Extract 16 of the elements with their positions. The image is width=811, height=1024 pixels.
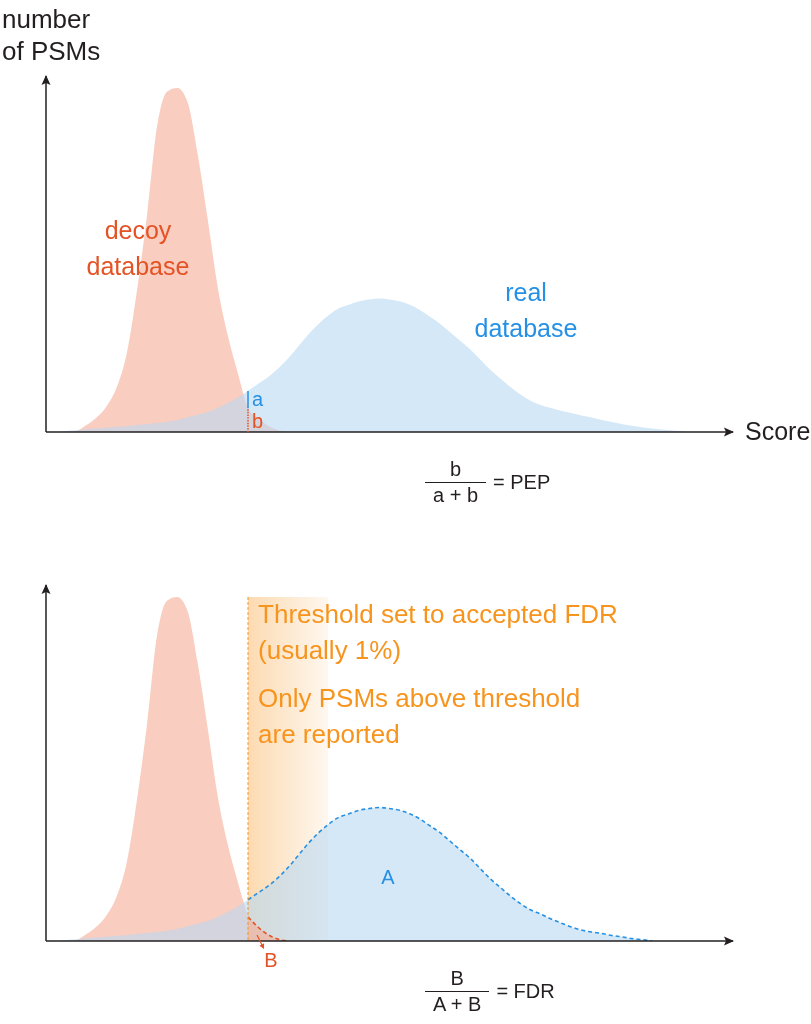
text: A + B xyxy=(425,991,490,1017)
annotation: Only PSMs above threshold are reported xyxy=(258,682,582,751)
legend-label: B xyxy=(264,949,278,971)
x-axis-title: Score xyxy=(745,417,811,446)
text: = PEP xyxy=(493,471,551,494)
text: B xyxy=(449,966,465,991)
annotation: a xyxy=(252,387,264,410)
text: a + b xyxy=(425,482,487,508)
series-label: real database xyxy=(473,277,579,344)
series-label: A xyxy=(381,866,395,888)
text: = FDR xyxy=(496,980,555,1003)
text: b xyxy=(448,457,463,482)
annotation: Threshold set to accepted FDR (usually 1%) xyxy=(258,598,619,667)
series-label: decoy database xyxy=(85,215,191,282)
annotation: b xyxy=(252,409,264,432)
y-axis-title: number of PSMs xyxy=(2,3,102,67)
